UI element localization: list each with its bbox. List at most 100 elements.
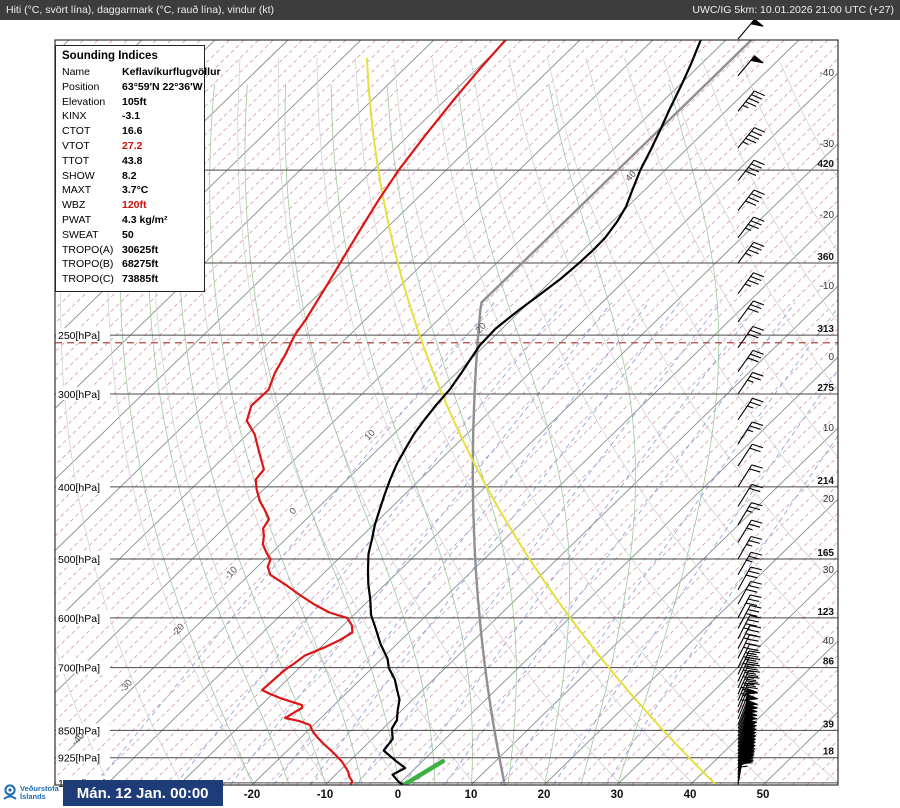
index-label: VTOT (62, 139, 90, 152)
sounding-indices-panel: Sounding Indices Name Keflavíkurflugvöllu… (55, 45, 221, 292)
svg-text:925[hPa]: 925[hPa] (58, 753, 100, 765)
index-value: 68275ft (122, 258, 159, 271)
index-value: 3.7°C (122, 184, 149, 197)
svg-text:-10: -10 (820, 281, 835, 292)
index-label: SHOW (62, 169, 95, 182)
svg-text:18: 18 (823, 747, 835, 758)
header-left-caption: Hiti (°C, svört lína), daggarmark (°C, r… (6, 4, 275, 16)
index-value: Keflavíkurflugvöllur (122, 66, 221, 78)
index-row-maxt: MAXT 3.7°C (56, 183, 204, 198)
svg-text:-20: -20 (244, 789, 261, 801)
index-row-elevation: Elevation 105ft (56, 95, 204, 110)
indices-title: Sounding Indices (62, 50, 158, 62)
svg-text:360: 360 (817, 252, 834, 263)
index-value: 4.3 kg/m² (122, 213, 168, 226)
svg-text:10: 10 (363, 428, 378, 443)
index-row-name: Name Keflavíkurflugvöllur (56, 65, 221, 80)
temperature-line (366, 40, 703, 785)
svg-text:500[hPa]: 500[hPa] (58, 554, 100, 566)
index-row-ctot: CTOT 16.6 (56, 124, 204, 139)
svg-text:214: 214 (817, 476, 834, 487)
wind-barbs (737, 18, 766, 785)
index-value: 50 (122, 228, 134, 241)
index-row-kinx: KINX -3.1 (56, 109, 204, 124)
svg-text:86: 86 (823, 657, 835, 668)
profile-lines (245, 40, 754, 785)
svg-text:0: 0 (828, 352, 834, 363)
index-row-vtot: VTOT 27.2 (56, 139, 204, 154)
index-row-sweat: SWEAT 50 (56, 228, 204, 243)
index-label: SWEAT (62, 228, 99, 241)
svg-text:-40: -40 (820, 68, 835, 79)
svg-text:10: 10 (823, 423, 835, 434)
grid-lines (55, 40, 838, 785)
index-row-position: Position 63°59'N 22°36'W (56, 80, 204, 95)
index-label: MAXT (62, 184, 92, 197)
svg-text:40: 40 (823, 636, 835, 647)
svg-text:20: 20 (474, 321, 489, 336)
svg-text:0: 0 (287, 506, 299, 517)
svg-text:-20: -20 (820, 210, 835, 221)
valid-time-text: Mán. 12 Jan. 00:00 (76, 784, 209, 802)
svg-text:0: 0 (395, 789, 401, 801)
svg-text:600[hPa]: 600[hPa] (58, 613, 100, 625)
svg-text:250[hPa]: 250[hPa] (58, 330, 100, 342)
svg-text:10: 10 (465, 789, 478, 801)
svg-text:275: 275 (817, 383, 834, 394)
svg-text:313: 313 (817, 324, 834, 335)
svg-text:-20: -20 (169, 622, 186, 640)
logo-text-line2: Íslands (20, 792, 46, 801)
index-label: Position (62, 80, 100, 93)
index-label: KINX (62, 110, 87, 123)
svg-text:165: 165 (817, 548, 834, 559)
index-value: 27.2 (122, 139, 143, 152)
index-label: WBZ (62, 199, 86, 212)
parcel-line (402, 758, 446, 785)
logo-icon (3, 784, 17, 800)
svg-text:850[hPa]: 850[hPa] (58, 725, 100, 737)
index-row-pwat: PWAT 4.3 kg/m² (56, 213, 204, 228)
index-value: 30625ft (122, 243, 159, 256)
index-label: TROPO(C) (62, 273, 114, 286)
index-label: TROPO(A) (62, 243, 114, 256)
dewpoint-line (245, 40, 507, 785)
index-label: Elevation (62, 95, 106, 108)
index-row-show: SHOW 8.2 (56, 169, 204, 184)
header-right-model-info: UWC/IG 5km: 10.01.2026 21:00 UTC (+27) (692, 4, 894, 16)
svg-text:40: 40 (684, 789, 697, 801)
svg-text:123: 123 (817, 607, 834, 618)
index-label: TTOT (62, 154, 90, 167)
index-row-wbz: WBZ 120ft (56, 198, 204, 213)
index-value: 63°59'N 22°36'W (122, 80, 203, 93)
svg-text:-30: -30 (820, 139, 835, 150)
vedurstofa-logo: Veðurstofa Íslands (2, 783, 59, 803)
index-value: 73885ft (122, 273, 159, 286)
svg-text:420: 420 (817, 159, 834, 170)
index-value: 8.2 (122, 169, 137, 182)
index-row-ttot: TTOT 43.8 (56, 154, 204, 169)
index-row-tropo-b: TROPO(B) 68275ft (56, 257, 204, 272)
index-value: 120ft (122, 199, 147, 212)
svg-text:50: 50 (757, 789, 770, 801)
svg-text:300[hPa]: 300[hPa] (58, 389, 100, 401)
svg-text:700[hPa]: 700[hPa] (58, 663, 100, 675)
footer: Veðurstofa Íslands Mán. 12 Jan. 00:00 (2, 779, 223, 807)
index-label: TROPO(B) (62, 258, 114, 271)
svg-text:20: 20 (538, 789, 551, 801)
index-label: CTOT (62, 125, 91, 138)
svg-text:-10: -10 (317, 789, 334, 801)
index-label: Name (62, 66, 91, 78)
svg-text:30: 30 (611, 789, 624, 801)
index-value: 16.6 (122, 125, 143, 138)
svg-text:-10: -10 (222, 565, 239, 583)
index-value: -3.1 (122, 110, 141, 123)
index-value: 105ft (122, 95, 147, 108)
index-row-tropo-c: TROPO(C) 73885ft (56, 272, 204, 287)
header-bar: Hiti (°C, svört lína), daggarmark (°C, r… (0, 0, 900, 20)
index-row-tropo-a: TROPO(A) 30625ft (56, 243, 204, 258)
index-label: PWAT (62, 213, 92, 226)
svg-text:400[hPa]: 400[hPa] (58, 482, 100, 494)
svg-text:30: 30 (823, 565, 835, 576)
svg-text:20: 20 (823, 494, 835, 505)
